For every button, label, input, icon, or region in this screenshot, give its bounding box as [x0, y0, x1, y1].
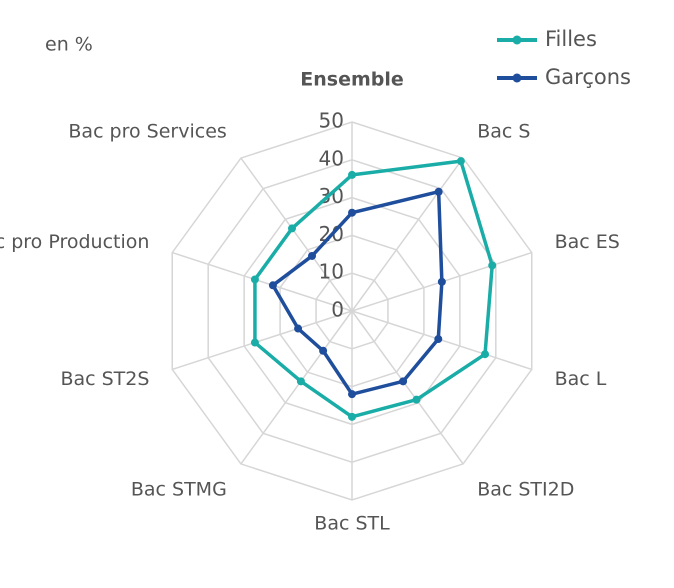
category-label: Bac STMG	[131, 478, 227, 500]
spoke	[172, 251, 353, 312]
y-tick-label: 10	[319, 260, 344, 284]
series-line	[253, 159, 494, 419]
point	[481, 350, 490, 359]
point	[434, 187, 443, 196]
point	[319, 346, 328, 355]
category-label: Bac STL	[314, 513, 390, 535]
point	[296, 377, 305, 386]
point	[308, 251, 317, 260]
point	[250, 338, 259, 347]
point	[437, 277, 446, 286]
spoke	[172, 310, 353, 371]
spoke	[351, 157, 464, 312]
category-label: Bac STI2D	[477, 478, 574, 500]
category-label: Bac pro Production	[0, 231, 149, 253]
point	[348, 390, 356, 399]
y-tick-label: 50	[319, 109, 344, 133]
spoke	[240, 310, 353, 465]
point	[294, 324, 303, 333]
point	[268, 281, 277, 290]
point	[488, 261, 497, 270]
legend-marker	[512, 73, 522, 83]
point	[348, 412, 356, 421]
category-label: Bac L	[555, 368, 607, 390]
category-label: Bac ES	[555, 231, 620, 253]
category-label: Bac ST2S	[60, 368, 149, 390]
point	[456, 157, 465, 166]
legend-label: Filles	[545, 27, 597, 51]
point	[288, 224, 297, 233]
legend-label: Garçons	[545, 65, 631, 89]
y-tick-label: 40	[319, 146, 344, 170]
point	[399, 377, 408, 386]
y-tick-label: 0	[331, 298, 344, 322]
legend-marker	[512, 35, 522, 45]
spoke	[351, 310, 464, 465]
point	[412, 395, 421, 404]
point	[434, 335, 443, 344]
point	[348, 208, 356, 217]
annotation: en %	[45, 34, 93, 56]
category-label: Bac pro Services	[68, 121, 226, 143]
category-label: Ensemble	[300, 69, 404, 91]
point	[348, 170, 356, 179]
point	[250, 275, 259, 284]
category-label: Bac S	[477, 121, 530, 143]
spoke	[240, 157, 353, 312]
